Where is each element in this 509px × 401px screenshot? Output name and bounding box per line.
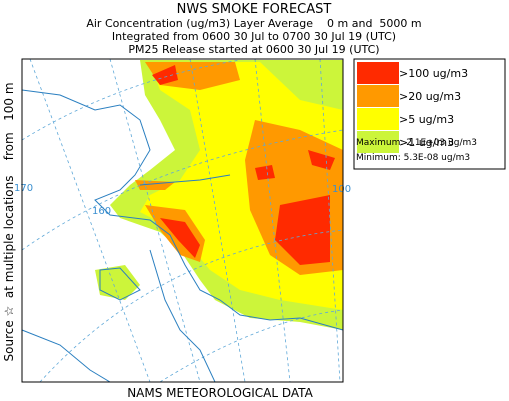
smoke-area [255, 165, 275, 180]
legend-label: >1 ug/m3 [399, 136, 454, 149]
map: 170 160 100 [14, 58, 351, 383]
legend-minimum: Minimum: 5.3E-08 ug/m3 [356, 153, 470, 163]
source-label: Source ☆ at multiple locations from 100 … [2, 82, 16, 361]
grid-label: 170 [14, 183, 33, 194]
smoke-area [95, 265, 140, 300]
smoke-area [152, 65, 178, 85]
title: NWS SMOKE FORECAST [177, 2, 332, 17]
legend-swatch [357, 108, 399, 130]
legend-maximum: Maximum: 2.1E+03 ug/m3 [356, 138, 477, 148]
legend-label: >5 ug/m3 [399, 113, 454, 126]
smoke-area [308, 150, 335, 170]
grid-label: 160 [92, 206, 111, 217]
legend-swatch [357, 62, 399, 84]
legend-swatch [357, 85, 399, 107]
smoke-area [160, 218, 200, 258]
smoke-area [275, 195, 330, 265]
footer: NAMS METEOROLOGICAL DATA [127, 386, 313, 400]
subtitle: PM25 Release started at 0600 30 Jul 19 (… [128, 43, 379, 56]
subtitle: Integrated from 0600 30 Jul to 0700 30 J… [112, 30, 396, 43]
legend: >100 ug/m3 >20 ug/m3 >5 ug/m3 >1 ug/m3 [357, 62, 468, 153]
map-frame [21, 58, 344, 383]
subtitle: Air Concentration (ug/m3) Layer Average … [86, 17, 421, 30]
legend-label: >100 ug/m3 [399, 67, 468, 80]
smoke-plume [95, 60, 343, 330]
legend-swatch [357, 131, 399, 153]
grid-label: 100 [332, 184, 351, 195]
legend-label: >20 ug/m3 [399, 90, 461, 103]
coastline [21, 89, 344, 383]
graticule [21, 58, 344, 383]
